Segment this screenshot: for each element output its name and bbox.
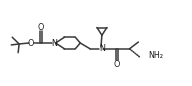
Text: N: N — [52, 39, 58, 47]
Text: O: O — [38, 23, 44, 32]
Text: O: O — [28, 39, 34, 47]
Text: N: N — [99, 44, 105, 53]
Text: O: O — [113, 60, 120, 69]
Text: NH₂: NH₂ — [148, 51, 163, 60]
